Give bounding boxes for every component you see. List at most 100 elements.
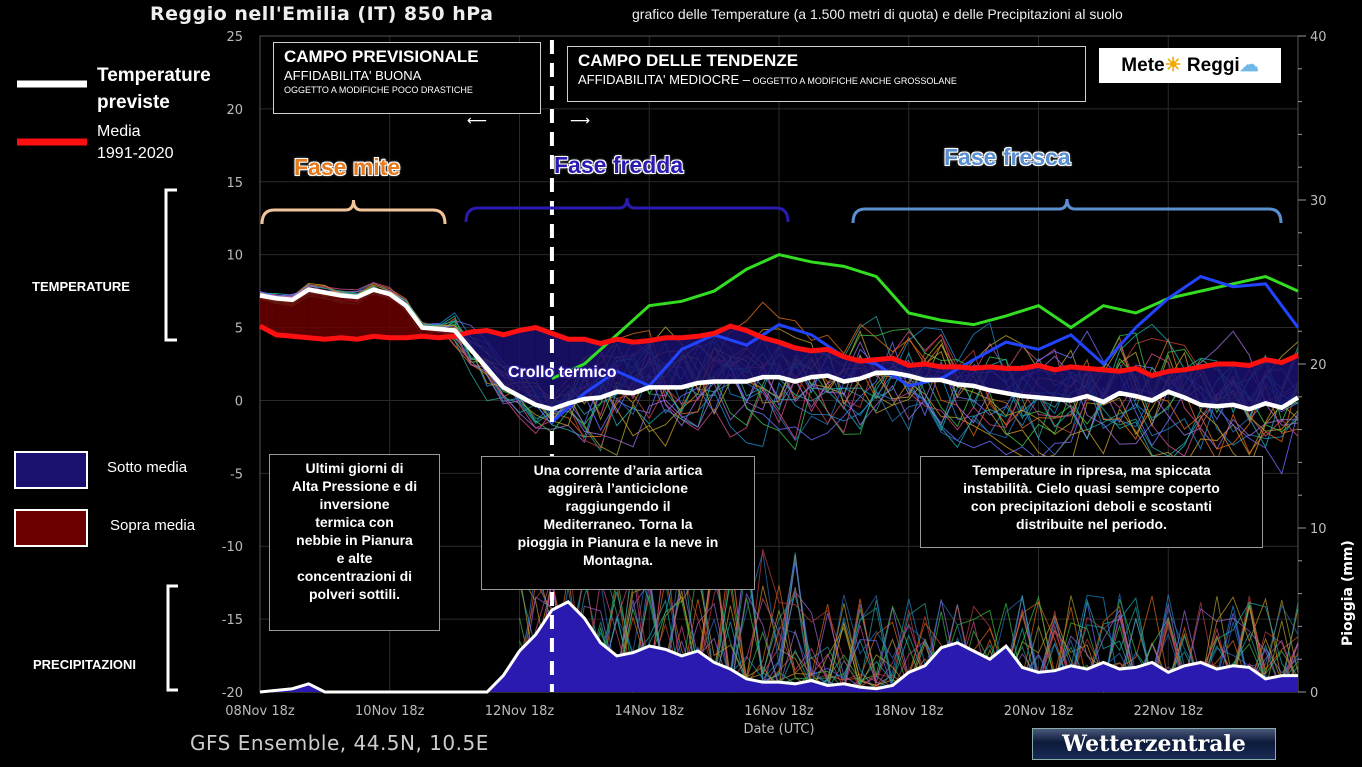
sotto-media-fill: [1233, 364, 1250, 410]
sun-icon: ☀: [1164, 55, 1182, 76]
sotto-media-fill: [957, 366, 974, 386]
sotto-media-fill: [779, 342, 796, 382]
x-tick-label: 20Nov 18z: [1004, 704, 1074, 719]
sopra-media-fill: [260, 295, 277, 335]
sotto-media-fill: [503, 330, 520, 397]
sotto-media-fill: [989, 366, 1007, 394]
sopra-media-fill: [292, 289, 309, 338]
sotto-media-fill: [1006, 368, 1023, 397]
sotto-media-fill: [762, 337, 779, 378]
sotto-media-fill: [1281, 355, 1298, 408]
sotto-media-fill: [1119, 368, 1136, 397]
sotto-media-fill: [730, 326, 747, 382]
sopra-media-fill: [308, 289, 325, 340]
section-temperature: TEMPERATURE: [32, 279, 130, 294]
x-tick-label: 16Nov 18z: [744, 704, 814, 719]
sopra-media-fill: [357, 289, 374, 340]
y-tick-label-left: -20: [222, 686, 243, 701]
section-precipitazioni: PRECIPITAZIONI: [33, 657, 137, 672]
sotto-media-fill: [843, 356, 861, 382]
sopra-media-fill: [373, 289, 390, 338]
bracket-fase-fresca: [851, 198, 1283, 224]
y-tick-label-left: -5: [230, 467, 243, 482]
sotto-media-fill: [1022, 365, 1039, 398]
x-tick-label: 10Nov 18z: [355, 704, 425, 719]
previsionale-reliability: AFFIDABILITA' BUONA: [284, 68, 422, 83]
y-tick-label-left: 5: [235, 322, 243, 337]
note-alta-pressione: Ultimi giorni di Alta Pressione e di inver…: [269, 454, 440, 631]
wetterzentrale-logo: Wetterzentrale: [1032, 728, 1276, 760]
sotto-media-fill: [1038, 365, 1055, 399]
x-tick-label: 18Nov 18z: [874, 704, 944, 719]
highlight-member-line: [551, 253, 1299, 380]
y-tick-label-left: 15: [226, 176, 243, 191]
sotto-media-fill: [616, 339, 634, 394]
bracket-fase-fredda: [464, 197, 790, 223]
y-tick-label-right: 0: [1310, 686, 1318, 701]
tendenze-title: CAMPO DELLE TENDENZE: [578, 51, 799, 70]
previsionale-note: OGGETTO A MODIFICHE POCO DRASTICHE: [284, 85, 473, 95]
phase-fresca-label: Fase fresca: [944, 144, 1071, 170]
tendenze-reliability: AFFIDABILITA' MEDIOCRE –: [578, 72, 750, 87]
sotto-media-fill: [1184, 366, 1201, 405]
sotto-media-fill: [795, 347, 812, 382]
y-tick-label-right: 40: [1310, 30, 1327, 45]
legend-sopra-media: Sopra media: [110, 517, 196, 534]
campo-tendenze-box: CAMPO DELLE TENDENZE AFFIDABILITA' MEDIO…: [567, 46, 1086, 102]
sotto-media-fill: [973, 366, 990, 391]
sotto-media-fill: [665, 337, 682, 388]
sotto-media-fill: [1249, 359, 1266, 410]
phase-fredda-label: Fase fredda: [554, 152, 684, 178]
chart-subtitle: grafico delle Temperature (a 1.500 metri…: [632, 6, 1123, 22]
x-axis-label: Date (UTC): [743, 722, 814, 737]
ensemble-member-line: [259, 286, 1299, 450]
model-info: GFS Ensemble, 44.5N, 10.5E: [190, 731, 489, 755]
y-tick-label-left: -15: [222, 613, 243, 628]
note-corrente-artica: Una corrente d’aria artica aggirerà l’ant…: [481, 456, 755, 590]
crollo-termico-label: Crollo termico: [508, 364, 617, 381]
sotto-media-fill: [876, 358, 893, 373]
y-tick-label-right: 10: [1310, 522, 1327, 537]
legend-sotto-media-swatch: [14, 451, 88, 489]
y-axis-label-right: Pioggia (mm): [1340, 540, 1356, 646]
sotto-media-fill: [697, 333, 715, 383]
y-tick-label-right: 30: [1310, 194, 1327, 209]
sotto-media-fill: [568, 339, 585, 404]
precipitation-section-bracket: [166, 584, 178, 692]
temperature-section-bracket: [164, 188, 177, 342]
sotto-media-fill: [1265, 359, 1282, 408]
y-tick-label-left: -10: [222, 540, 243, 555]
sotto-media-fill: [1216, 364, 1234, 407]
sotto-media-fill: [1168, 369, 1185, 398]
main-lines: [258, 40, 1300, 692]
meteo-reggio-logo: Mete☀ Reggi☁: [1099, 48, 1281, 83]
campo-previsionale-box: CAMPO PREVISIONALE AFFIDABILITA' BUONA O…: [273, 42, 541, 114]
arrow-left-icon: ⟵: [467, 113, 488, 129]
x-tick-label: 08Nov 18z: [225, 704, 295, 719]
sotto-media-fill: [470, 330, 488, 369]
legend-media: Media 1991-2020: [97, 123, 174, 162]
y-tick-label-left: 25: [226, 30, 243, 45]
sotto-media-fill: [1200, 364, 1217, 407]
sotto-media-fill: [1070, 366, 1088, 401]
sotto-media-fill: [519, 327, 536, 405]
media-1991-2020-line: [258, 323, 1300, 379]
precip-mean-area: [260, 601, 1298, 692]
x-tick-label: 12Nov 18z: [485, 704, 555, 719]
y-tick-label-left: 20: [226, 103, 243, 118]
legend-temperature-previste: Temperature previste: [97, 65, 211, 113]
precipitation-area: [259, 599, 1298, 694]
legend-sotto-media: Sotto media: [107, 459, 188, 476]
y-tick-label-left: 10: [226, 249, 243, 264]
temperature-previste-line: [259, 287, 1300, 412]
y-tick-label-right: 20: [1310, 358, 1327, 373]
phase-brackets: [260, 197, 1283, 225]
sotto-media-fill: [535, 327, 552, 410]
phase-mite-label: Fase mite: [294, 154, 401, 180]
x-tick-label: 14Nov 18z: [615, 704, 685, 719]
bracket-fase-mite: [260, 199, 447, 225]
cloud-icon: ☁: [1239, 55, 1259, 76]
y-tick-label-left: 0: [235, 394, 243, 409]
sopra-media-fill: [341, 295, 358, 340]
